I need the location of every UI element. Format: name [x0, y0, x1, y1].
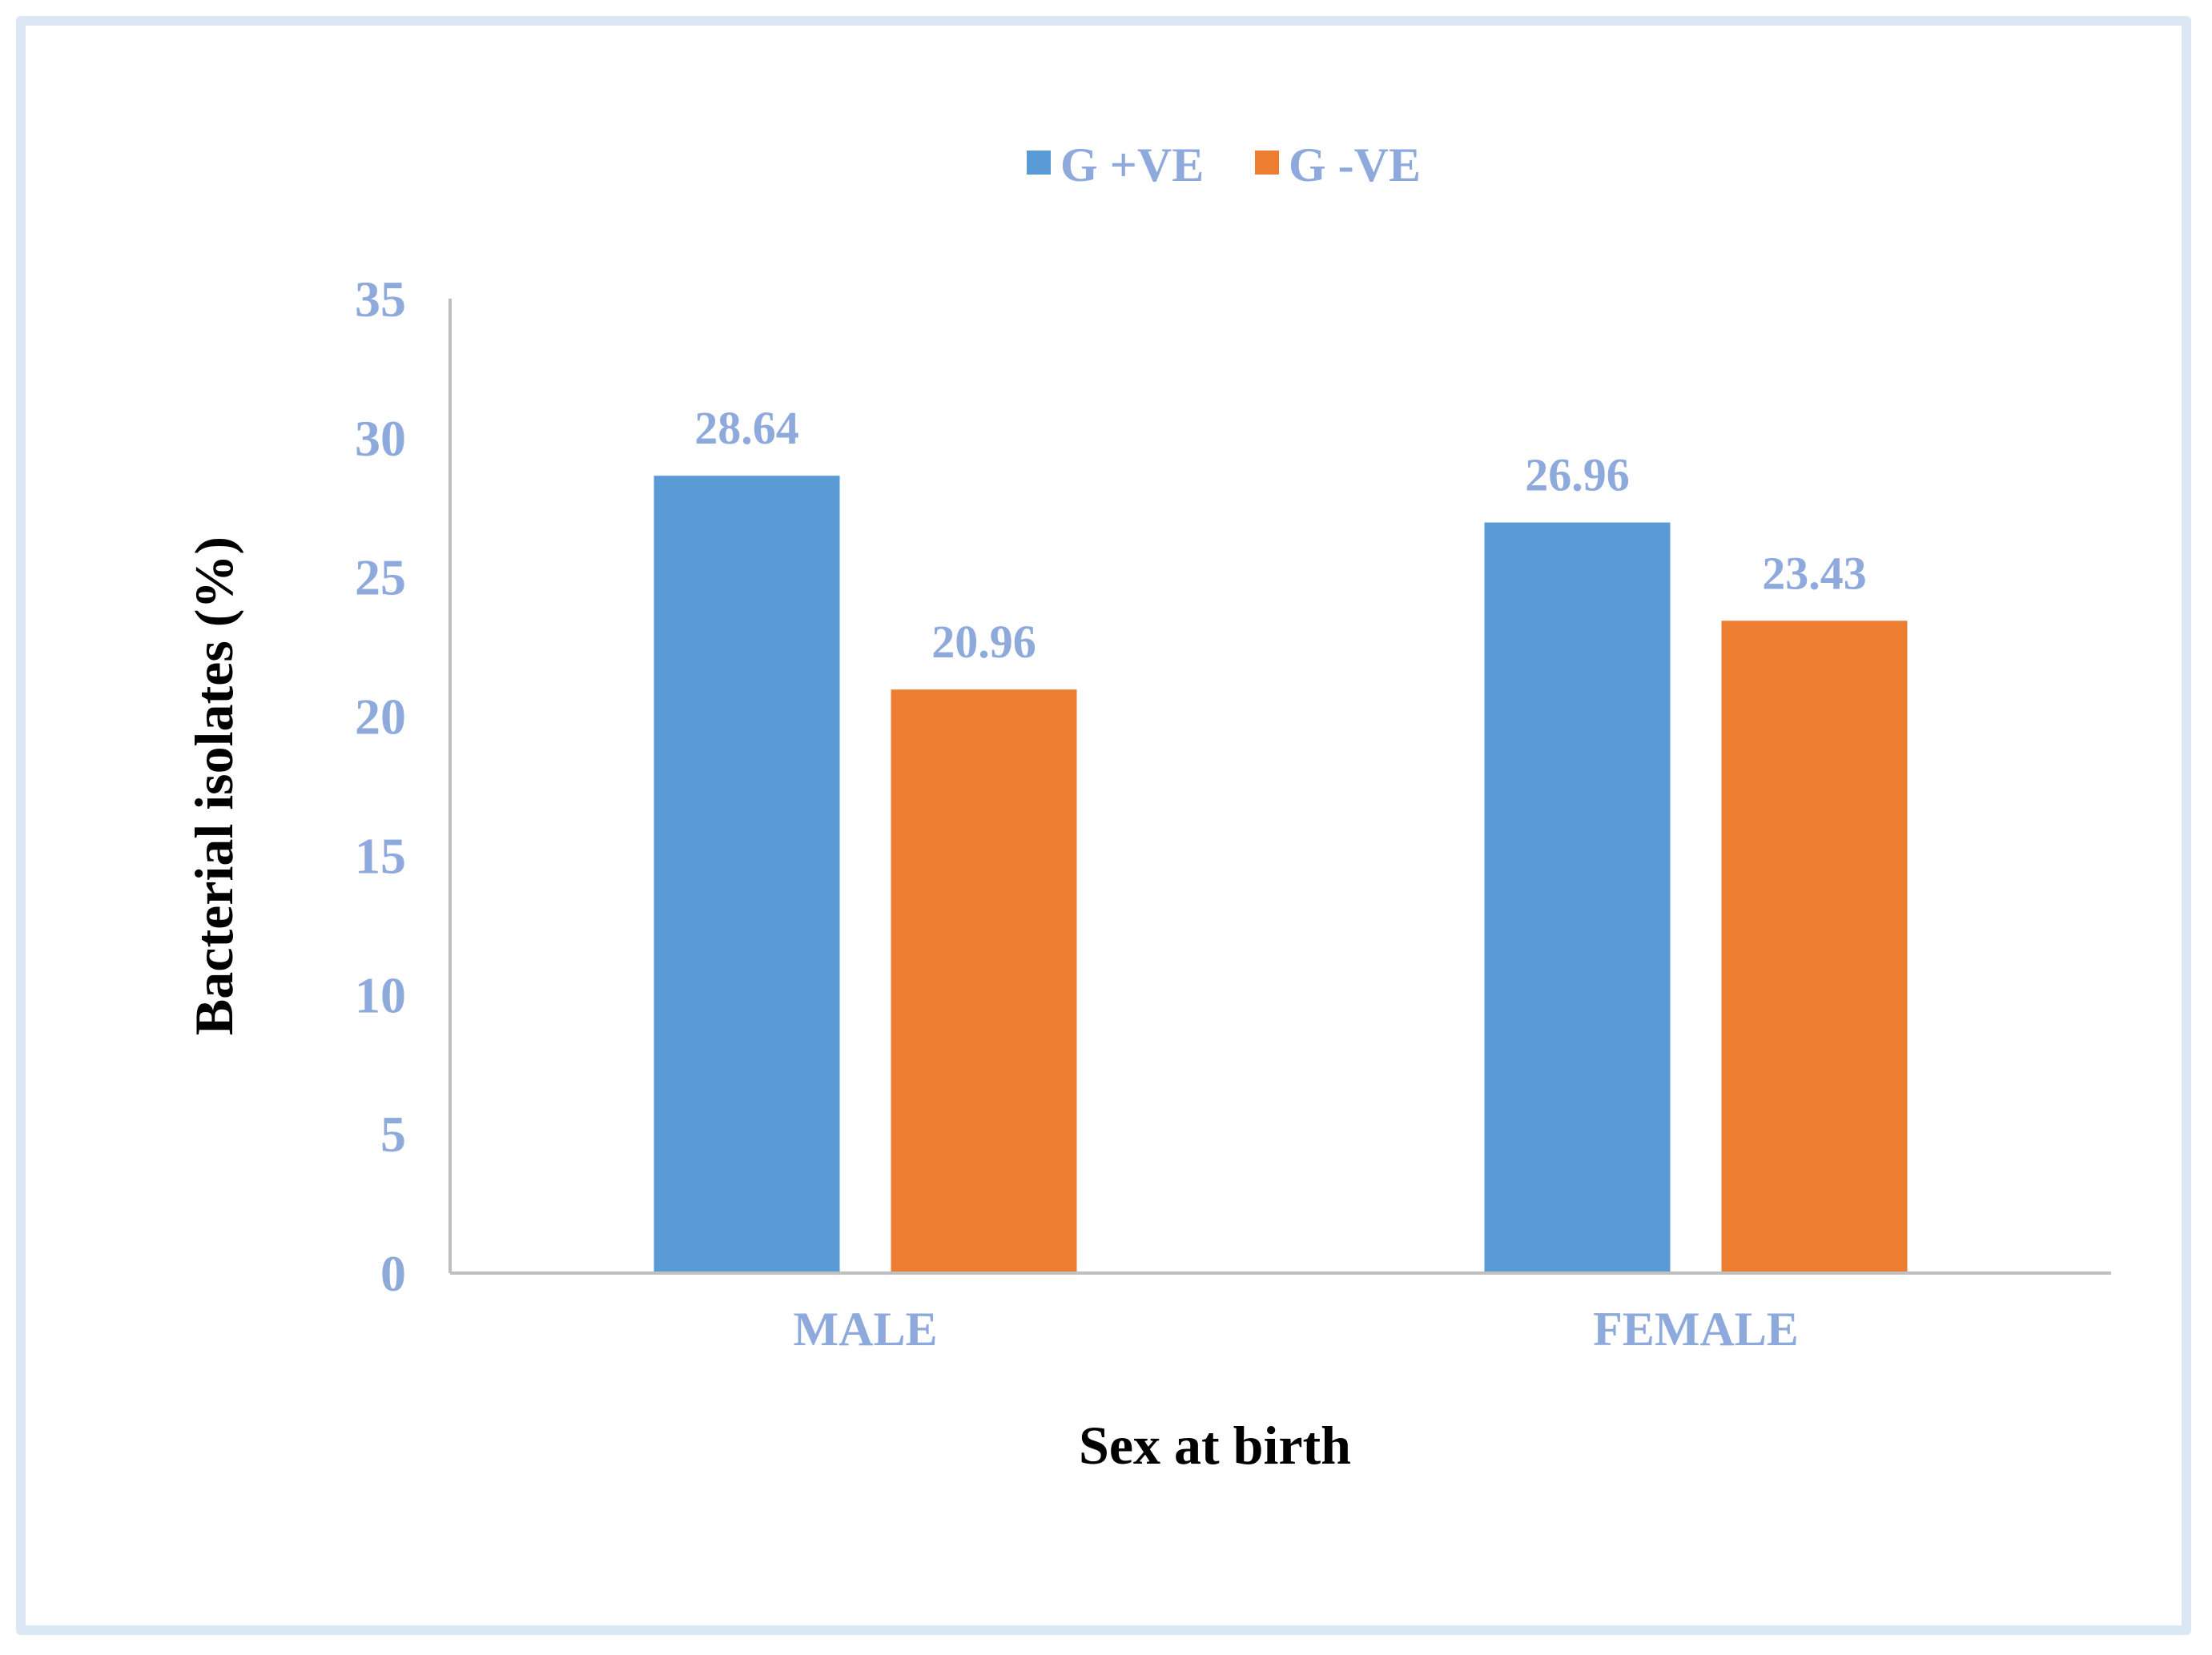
- bars: [654, 476, 1908, 1273]
- category-label-female: FEMALE: [1593, 1303, 1799, 1356]
- bar-male-g-positive: [654, 476, 840, 1273]
- data-labels: 28.64 20.96 26.96 23.43: [694, 402, 1867, 668]
- data-label: 28.64: [694, 402, 799, 454]
- y-axis-title: Bacterial isolates (%): [183, 536, 244, 1035]
- y-tick-label: 5: [380, 1106, 406, 1163]
- y-axis-ticks: 0 5 10 15 20 25 30 35: [355, 271, 406, 1302]
- x-axis-title: Sex at birth: [1079, 1415, 1351, 1476]
- category-label-male: MALE: [794, 1303, 938, 1356]
- legend-swatch-g-positive: [1027, 151, 1051, 175]
- bar-female-g-negative: [1721, 621, 1908, 1273]
- y-tick-label: 20: [355, 689, 406, 745]
- y-tick-label: 25: [355, 549, 406, 606]
- y-tick-label: 30: [355, 410, 406, 467]
- legend: G +VE G -VE: [1027, 139, 1421, 191]
- category-labels: MALE FEMALE: [794, 1303, 1799, 1356]
- data-label: 20.96: [931, 616, 1036, 668]
- data-label: 23.43: [1762, 547, 1867, 599]
- legend-label-g-negative: G -VE: [1289, 139, 1421, 191]
- y-tick-label: 0: [380, 1245, 406, 1302]
- legend-swatch-g-negative: [1255, 151, 1279, 175]
- bar-male-g-negative: [891, 689, 1077, 1273]
- legend-label-g-positive: G +VE: [1060, 139, 1204, 191]
- y-tick-label: 35: [355, 271, 406, 327]
- data-label: 26.96: [1525, 449, 1630, 501]
- y-tick-label: 10: [355, 966, 406, 1023]
- bar-female-g-positive: [1484, 522, 1671, 1273]
- y-tick-label: 15: [355, 827, 406, 884]
